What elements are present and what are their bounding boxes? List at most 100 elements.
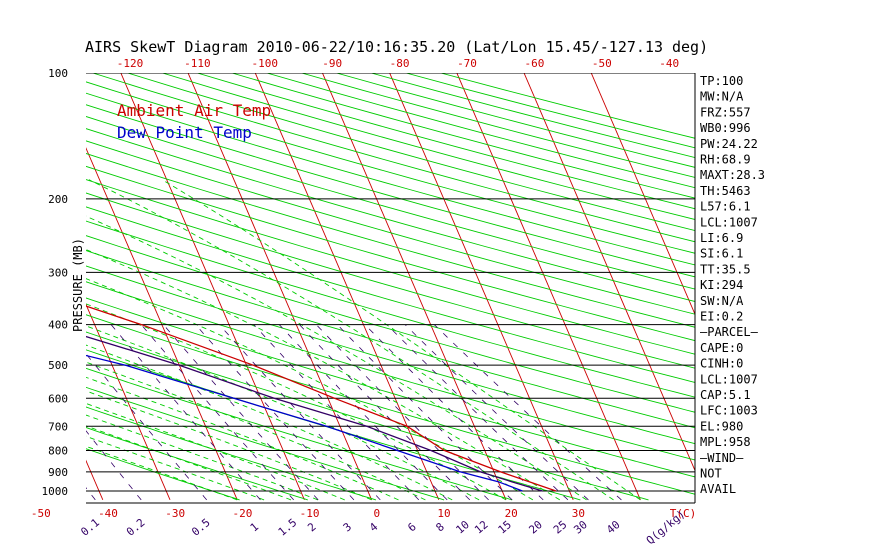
pressure-tick-label: 100 <box>48 67 68 80</box>
dry-adiabat-line <box>86 448 240 501</box>
parameter-value: WB0:996 <box>700 121 751 135</box>
mixing-ratio-line <box>86 430 142 501</box>
parameter-value: —PARCEL— <box>700 325 759 339</box>
dry-adiabat-line <box>86 250 695 429</box>
pressure-tick-label: 300 <box>48 266 68 279</box>
parameter-value: KI:294 <box>700 278 743 292</box>
dry-adiabat-line <box>86 406 377 501</box>
dry-adiabat-line <box>86 297 695 478</box>
legend-entry: Dew Point Temp <box>117 123 252 142</box>
dry-adiabat-line <box>86 104 695 278</box>
mixing-ratio-line <box>386 324 569 501</box>
bottom-temp-tick-label: T(C) <box>670 507 697 520</box>
dry-adiabat-line <box>86 220 695 398</box>
top-temp-tick-label: -90 <box>322 57 342 70</box>
isotherm-line <box>0 54 36 500</box>
bottom-temp-tick-label: 10 <box>437 507 450 520</box>
parameter-value: LCL:1007 <box>700 215 758 229</box>
dry-adiabat-line <box>86 140 695 315</box>
isotherm-grid <box>0 54 695 501</box>
dry-adiabat-line <box>86 281 695 461</box>
mixing-ratio-tick-label: 12 <box>472 518 491 536</box>
pressure-tick-label: 1000 <box>42 485 69 498</box>
mixing-ratio-tick-label: 0.2 <box>124 516 148 539</box>
series-line-2 <box>86 335 543 492</box>
dry-adiabat-line <box>86 81 695 254</box>
pressure-tick-label: 700 <box>48 420 68 433</box>
moist-adiabat-line <box>86 361 426 501</box>
mixing-ratio-tick-label: 15 <box>496 518 515 536</box>
pressure-tick-label: 400 <box>48 319 68 332</box>
parameter-value: EL:980 <box>700 419 743 433</box>
parameter-value: LFC:1003 <box>700 404 758 418</box>
mixing-ratio-tick-label: 25 <box>551 518 570 536</box>
moist-adiabat-line <box>86 325 480 501</box>
mixing-ratio-line <box>110 324 261 501</box>
mixing-ratio-tick-label: 0.5 <box>189 516 213 539</box>
top-temp-tick-label: -60 <box>524 57 544 70</box>
pressure-tick-label: 500 <box>48 359 68 372</box>
mixing-ratio-tick-label: 2 <box>305 520 318 534</box>
dry-adiabat-line <box>86 92 695 266</box>
legend: Ambient Air Temp Dew Point Temp <box>117 101 271 142</box>
mixing-ratio-grid <box>86 324 622 501</box>
parameter-value: CAPE:0 <box>700 341 743 355</box>
parameter-value: SI:6.1 <box>700 247 743 261</box>
parameter-value: LI:6.9 <box>700 231 743 245</box>
isobar-grid <box>86 73 695 492</box>
parameter-value: NOT <box>700 467 722 481</box>
parameter-value: SW:N/A <box>700 294 744 308</box>
top-temp-tick-label: -80 <box>390 57 410 70</box>
parameter-value: FRZ:557 <box>700 105 751 119</box>
mixing-ratio-tick-label: Q(g/kg) <box>644 507 688 547</box>
mixing-ratio-tick-label: 20 <box>526 518 545 536</box>
top-temp-axis: -120 -110 -100 -90 -80 -70 -60 -50 -40 <box>117 57 679 70</box>
mixing-ratio-tick-label: 3 <box>341 520 354 534</box>
pressure-tick-label: 600 <box>48 392 68 405</box>
pressure-tick-label: 800 <box>48 444 68 457</box>
bottom-temp-axis: -50 -40 -30 -20 -10 0 10 20 30 T(C) <box>31 507 696 520</box>
top-temp-tick-label: -100 <box>252 57 279 70</box>
moist-adiabat-line <box>86 402 345 501</box>
chart-title: AIRS SkewT Diagram 2010-06-22/10:16:35.2… <box>85 38 708 56</box>
mixing-ratio-line <box>86 353 208 501</box>
parameter-value: AVAIL <box>700 482 736 496</box>
dry-adiabat-line <box>86 265 695 445</box>
series-line-1 <box>86 354 523 492</box>
dry-adiabat-line <box>86 179 695 355</box>
moist-adiabat-line <box>86 445 238 501</box>
moist-adiabat-line <box>88 179 614 501</box>
mixing-ratio-line <box>404 324 589 501</box>
bottom-temp-tick-label: -30 <box>165 507 185 520</box>
dry-adiabat-line <box>265 73 695 189</box>
dry-adiabat-line <box>91 73 695 243</box>
moist-adiabat-line <box>161 179 641 501</box>
dry-adiabat-line <box>86 116 695 290</box>
y-axis-label: PRESSURE (MB) <box>71 238 85 332</box>
top-temp-tick-label: -120 <box>117 57 144 70</box>
pressure-tick-label: 900 <box>48 466 68 479</box>
dry-adiabat-line <box>86 367 513 501</box>
mixing-ratio-tick-label: 10 <box>453 518 472 536</box>
parameter-value: MPL:958 <box>700 435 751 449</box>
dry-adiabat-line <box>86 331 649 501</box>
dry-adiabat-line <box>86 386 445 501</box>
isotherm-line <box>389 73 574 501</box>
bottom-temp-tick-label: -40 <box>98 507 118 520</box>
dry-adiabat-line <box>86 206 695 383</box>
mixing-ratio-tick-label: 4 <box>367 520 381 534</box>
moist-adiabat-line <box>86 249 561 501</box>
parameter-value: CINH:0 <box>700 357 743 371</box>
mixing-ratio-tick-label: 1.5 <box>276 516 300 539</box>
parameter-value: TH:5463 <box>700 184 751 198</box>
mixing-ratio-line <box>140 324 294 501</box>
parameter-value: TT:35.5 <box>700 262 751 276</box>
moist-adiabat-line <box>86 278 534 501</box>
parameter-value: MW:N/A <box>700 90 744 104</box>
mixing-ratio-tick-label: 40 <box>604 518 623 536</box>
parameter-value: MAXT:28.3 <box>700 168 765 182</box>
dry-adiabat-line <box>439 73 695 139</box>
mixing-ratio-line <box>434 324 622 501</box>
bottom-temp-tick-label: 30 <box>572 507 585 520</box>
mixing-ratio-line <box>316 324 489 501</box>
